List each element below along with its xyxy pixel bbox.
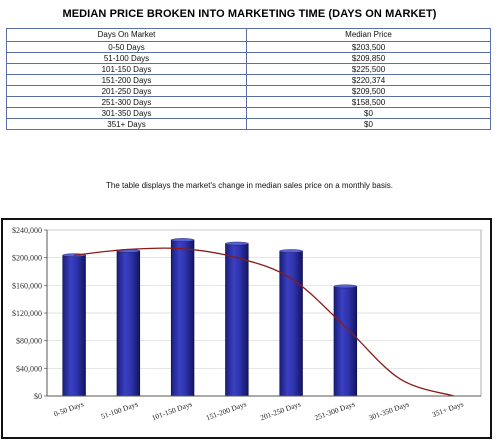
bar-cap [171,238,195,242]
table-row: 201-250 Days $209,500 [6,85,491,97]
price-cell: $209,500 [246,85,491,97]
median-price-bar-chart: $0 $40,000 $80,000 $120,000 $160,000 $200,000… [12,226,482,422]
x-tick-label: 101-150 Days [150,399,193,422]
table-row: 351+ Days $0 [6,118,491,130]
x-tick-label: 351+ Days [431,399,465,419]
x-tick-label: 301-350 Days [367,399,410,422]
bar [225,243,249,397]
bar [116,250,141,397]
y-tick-label: $40,000 [16,364,42,373]
x-tick-label: 151-200 Days [205,399,248,422]
days-cell: 351+ Days [6,118,247,130]
bar [62,254,86,397]
y-tick-label: $240,000 [12,226,42,235]
table-row: 251-300 Days $158,500 [6,96,491,108]
median-price-table: Days On Market Median Price 0-50 Days $20… [6,28,491,130]
chart-frame: $0 $40,000 $80,000 $120,000 $160,000 $200,000… [1,218,492,439]
table-caption: The table displays the market's change i… [105,181,393,190]
days-cell: 201-250 Days [6,85,247,97]
page-title: MEDIAN PRICE BROKEN INTO MARKETING TIME … [62,8,437,20]
bar [333,286,358,397]
table-row: 101-150 Days $225,500 [6,63,491,75]
table-row: 0-50 Days $203,500 [6,41,491,53]
bar-cap [225,241,249,246]
y-tick-label: $80,000 [16,337,42,346]
y-tick-label: $120,000 [12,309,42,318]
y-tick-label: $200,000 [12,254,42,263]
x-tick-label: 51-100 Days [100,399,139,421]
price-cell: $158,500 [246,96,491,108]
bar [170,239,195,397]
y-tick-label: $0 [34,392,42,401]
bar-cap [333,284,357,289]
bar [279,250,303,397]
column-header-days: Days On Market [6,28,247,42]
table-header-row: Days On Market Median Price [6,28,491,42]
days-cell: 151-200 Days [6,74,247,86]
price-cell: $220,374 [246,74,491,86]
trend-line [74,247,455,397]
table-row: 51-100 Days $209,850 [6,52,491,64]
days-cell: 0-50 Days [6,41,247,53]
x-tick-label: 251-300 Days [313,399,356,422]
price-cell: $225,500 [246,63,491,75]
y-tick-label: $160,000 [12,281,42,290]
price-cell: $209,850 [246,52,491,64]
days-cell: 51-100 Days [6,52,247,64]
bar-cap [279,249,303,253]
days-cell: 301-350 Days [6,107,247,119]
table-row: 151-200 Days $220,374 [6,74,491,86]
price-cell: $0 [246,118,491,130]
price-cell: $0 [246,107,491,119]
x-tick-label: 0-50 Days [53,399,85,418]
x-tick-label: 201-250 Days [259,399,302,422]
table-row: 301-350 Days $0 [6,107,491,119]
price-cell: $203,500 [246,41,491,53]
column-header-price: Median Price [246,28,491,42]
days-cell: 251-300 Days [6,96,247,108]
days-cell: 101-150 Days [6,63,247,75]
